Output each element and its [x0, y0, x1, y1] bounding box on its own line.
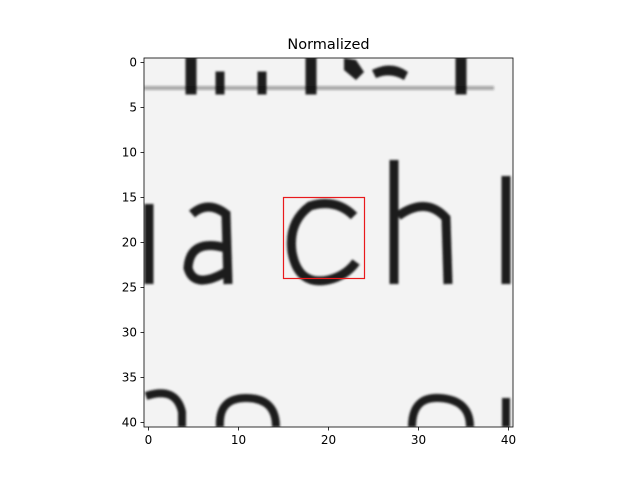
y-tick-label: 5 [129, 101, 137, 115]
y-tick-label: 20 [122, 236, 137, 250]
chart-title: Normalized [287, 37, 369, 53]
y-tick-label: 10 [122, 146, 137, 160]
y-tick-label: 30 [122, 326, 137, 340]
x-tick-label: 30 [411, 433, 426, 447]
x-tick-label: 40 [501, 433, 516, 447]
y-tick-label: 15 [122, 191, 137, 205]
middle-text-achi [144, 160, 511, 286]
y-tick-label: 40 [122, 416, 137, 430]
heatmap-image [144, 58, 513, 427]
x-tick-label: 20 [321, 433, 336, 447]
x-tick-label: 0 [145, 433, 153, 447]
y-tick-label: 25 [122, 281, 137, 295]
y-axis: 0 5 10 15 20 25 30 35 40 [122, 56, 144, 430]
x-axis: 0 10 20 30 40 [145, 427, 516, 447]
bottom-text-fragments [144, 389, 510, 427]
text-glyphs [144, 58, 511, 427]
highlight-box [282, 196, 366, 280]
image-background [144, 58, 513, 427]
y-tick-label: 35 [122, 371, 137, 385]
y-tick-label: 0 [129, 56, 137, 70]
x-tick-label: 10 [231, 433, 246, 447]
top-text-fragments [144, 58, 494, 95]
